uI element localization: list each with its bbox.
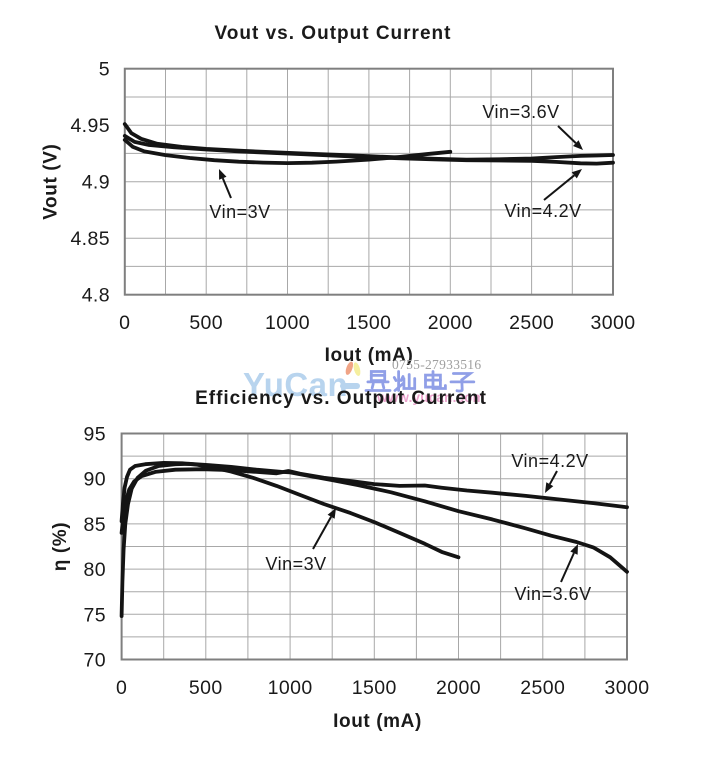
svg-text:Vout (V): Vout (V): [41, 144, 62, 220]
svg-text:4.95: 4.95: [70, 115, 110, 137]
svg-text:95: 95: [84, 424, 107, 446]
svg-text:Iout (mA): Iout (mA): [325, 345, 414, 366]
svg-text:YuCan: YuCan: [243, 366, 348, 403]
svg-text:η (%): η (%): [50, 522, 71, 571]
svg-text:1000: 1000: [265, 312, 310, 334]
svg-text:Vout vs. Output Current: Vout vs. Output Current: [215, 23, 452, 44]
svg-text:4.9: 4.9: [82, 172, 110, 194]
svg-text:0: 0: [119, 312, 130, 334]
svg-text:4.8: 4.8: [82, 285, 110, 307]
svg-text:70: 70: [84, 650, 107, 672]
svg-text:Vin=3.6V: Vin=3.6V: [482, 102, 559, 122]
svg-text:3000: 3000: [605, 677, 650, 699]
svg-text:75: 75: [84, 604, 107, 626]
svg-text:5: 5: [99, 59, 110, 81]
svg-text:Vin=4.2V: Vin=4.2V: [504, 201, 581, 221]
svg-text:Efficiency vs. Output Current: Efficiency vs. Output Current: [195, 388, 487, 409]
svg-text:3000: 3000: [591, 312, 636, 334]
svg-text:1500: 1500: [352, 677, 397, 699]
svg-text:Vin=3V: Vin=3V: [265, 554, 326, 574]
svg-text:0: 0: [116, 677, 127, 699]
svg-text:500: 500: [189, 312, 223, 334]
svg-text:www.yucan.com: www.yucan.com: [376, 390, 485, 405]
svg-text:Vin=4.2V: Vin=4.2V: [511, 451, 588, 471]
svg-text:2000: 2000: [428, 312, 473, 334]
svg-text:4.85: 4.85: [70, 228, 110, 250]
svg-text:0755-27933516: 0755-27933516: [392, 357, 481, 372]
svg-text:2500: 2500: [509, 312, 554, 334]
svg-text:500: 500: [189, 677, 223, 699]
svg-text:1000: 1000: [268, 677, 313, 699]
svg-text:85: 85: [84, 514, 107, 536]
svg-text:Vin=3.6V: Vin=3.6V: [514, 584, 591, 604]
svg-text:2500: 2500: [520, 677, 565, 699]
svg-text:2000: 2000: [436, 677, 481, 699]
svg-text:Vin=3V: Vin=3V: [209, 202, 270, 222]
svg-text:80: 80: [84, 559, 107, 581]
svg-text:90: 90: [84, 469, 107, 491]
svg-text:1500: 1500: [346, 312, 391, 334]
svg-text:Iout (mA): Iout (mA): [333, 711, 422, 732]
